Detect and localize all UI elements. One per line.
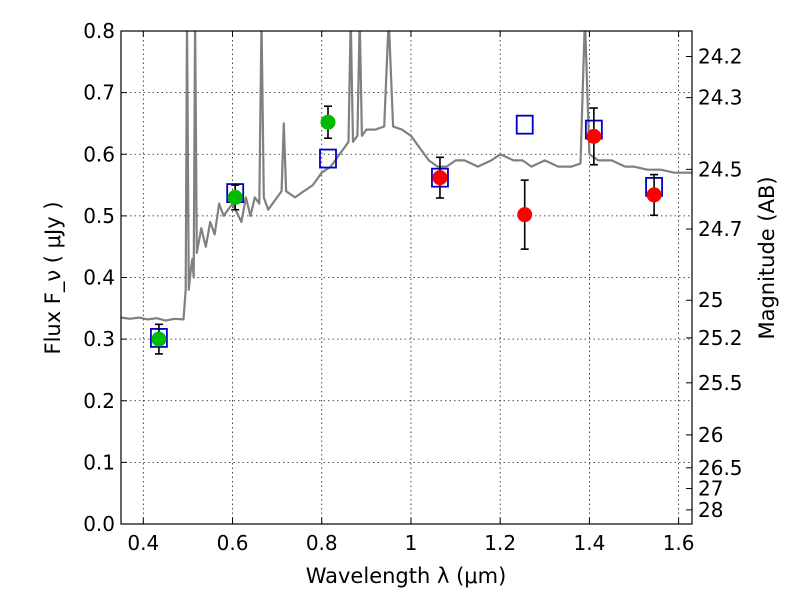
magnitude-tick-label: 26.5 — [698, 456, 743, 480]
y-axis-title: Flux F_ν ( μJy ) — [41, 201, 66, 354]
x-tick-label: 0.6 — [217, 531, 249, 555]
magnitude-tick-label: 24.3 — [698, 86, 743, 110]
marks-layer — [150, 105, 663, 355]
magnitude-tick-label: 24.5 — [698, 157, 743, 181]
optical-photometry-point — [320, 114, 336, 130]
y2-axis-title: Magnitude (AB) — [755, 176, 779, 339]
x-tick-label: 1 — [405, 531, 418, 555]
y-tick-label: 0.5 — [83, 204, 115, 228]
y-tick-label: 0.6 — [83, 142, 115, 166]
x-axis-title: Wavelength λ (μm) — [306, 564, 507, 588]
magnitude-tick-label: 26 — [698, 423, 723, 447]
model-photometry-square — [515, 114, 534, 135]
y-tick-label: 0.0 — [83, 512, 115, 536]
nir-photometry-point — [646, 187, 662, 203]
magnitude-tick-label: 25.5 — [698, 371, 743, 395]
nir-photometry-point — [586, 128, 602, 144]
y-tick-label: 0.7 — [83, 81, 115, 105]
magnitude-tick-label: 25.2 — [698, 326, 743, 350]
optical-photometry-point — [227, 189, 243, 205]
magnitude-tick-label: 25 — [698, 288, 723, 312]
spectrum-layer — [121, 31, 692, 322]
optical-photometry-point — [151, 331, 167, 347]
y-tick-label: 0.8 — [83, 19, 115, 43]
y-tick-label: 0.4 — [83, 266, 115, 290]
y-tick-label: 0.1 — [83, 450, 115, 474]
model-photometry-square — [319, 148, 337, 169]
magnitude-tick-label: 24.2 — [698, 44, 743, 68]
y-tick-label: 0.2 — [83, 389, 115, 413]
labels-layer: 0.4 0.6 0.8 1 1.2 1.4 1.6 0.0 0.1 0.2 0.3 0.4 0.5 0.6… — [83, 19, 742, 555]
magnitude-tick-label: 27 — [698, 477, 723, 501]
nir-photometry-point — [517, 207, 533, 223]
x-tick-label: 0.4 — [127, 531, 159, 555]
nir-photometry-point — [432, 170, 448, 186]
x-tick-label: 1.2 — [484, 531, 516, 555]
y-tick-label: 0.3 — [83, 327, 115, 351]
grid-layer — [121, 30, 692, 525]
model-spectrum-line — [121, 31, 692, 322]
x-tick-label: 0.8 — [306, 531, 338, 555]
magnitude-tick-label: 24.7 — [698, 217, 743, 241]
magnitude-tick-label: 28 — [698, 498, 723, 522]
ticks-layer — [121, 30, 692, 525]
x-tick-label: 1.6 — [663, 531, 695, 555]
x-tick-label: 1.4 — [573, 531, 605, 555]
